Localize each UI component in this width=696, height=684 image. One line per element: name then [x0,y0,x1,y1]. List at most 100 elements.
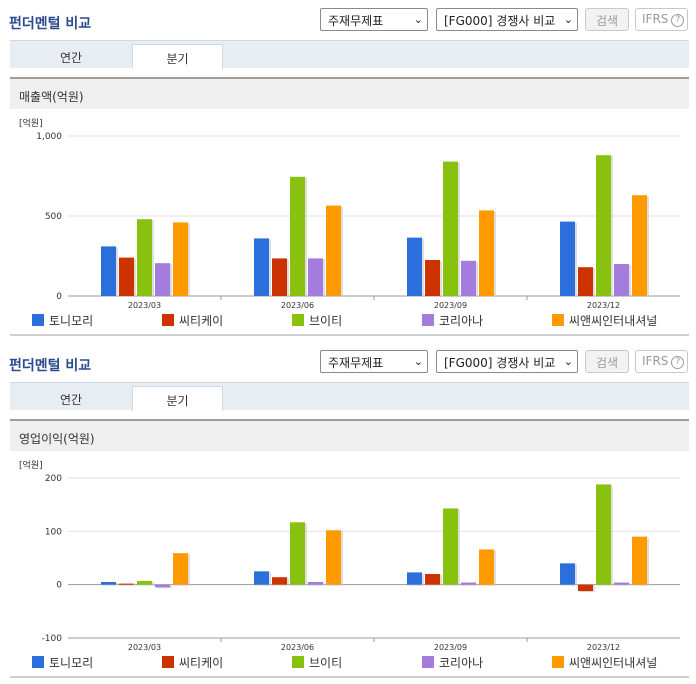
compare-select[interactable]: [FG000] 경쟁사 비교 ⌄ [436,8,578,31]
bar-shadow [121,584,136,586]
legend-label[interactable]: 토니모리 [49,656,93,670]
period-tabs: 연간 분기 [10,382,689,411]
operating-profit-chart: [억원] -100 0 100 200 2023/03 2023/06 2023/09 2023… [10,452,689,681]
search-button[interactable]: 검색 [585,8,629,31]
legend-label[interactable]: 코리아나 [439,314,483,328]
divider [10,676,689,678]
panel-title: 펀더멘털 비교 [9,16,92,32]
compare-select[interactable]: [FG000] 경쟁사 비교 ⌄ [436,350,578,373]
bar[interactable] [101,582,116,585]
bar[interactable] [407,572,422,585]
operating-profit-chart-svg: [억원] -100 0 100 200 2023/03 2023/06 2023/09 2023… [19,459,680,670]
period-tabs: 연간 분기 [10,40,689,69]
bar[interactable] [254,238,269,296]
bar[interactable] [443,508,458,585]
panel-title: 펀더멘털 비교 [9,358,92,374]
x-tick-label: 2023/12 [587,643,620,652]
legend-label[interactable]: 브이티 [309,656,342,670]
help-icon[interactable]: ? [671,14,685,27]
bar[interactable] [578,267,593,296]
legend-label[interactable]: 토니모리 [49,314,93,328]
bar[interactable] [632,536,647,585]
legend-label[interactable]: 브이티 [309,314,342,328]
bar[interactable] [308,582,323,585]
bar[interactable] [137,219,152,296]
y-tick-label: 200 [45,474,62,484]
legend-swatch [292,314,304,326]
bar[interactable] [173,553,188,585]
y-tick-label: -100 [42,634,63,644]
x-tick-label: 2023/06 [281,643,314,652]
bar[interactable] [308,258,323,296]
statement-select[interactable]: 주재무제표 ⌄ [320,8,428,31]
bar[interactable] [326,205,341,296]
panel-toolbar: 펀더멘털 비교 주재무제표 ⌄ [FG000] 경쟁사 비교 ⌄ 검색 IFRS… [0,342,696,382]
tab-annual[interactable]: 연간 [59,51,83,65]
bar[interactable] [560,221,575,296]
ifrs-button[interactable]: IFRS? [635,8,688,31]
search-button[interactable]: 검색 [585,350,629,373]
legend-swatch [422,314,434,326]
legend-swatch [552,656,564,668]
bar[interactable] [101,246,116,296]
legend-swatch [552,314,564,326]
chevron-down-icon: ⌄ [413,13,423,26]
bar[interactable] [578,584,593,592]
bar[interactable] [596,155,611,296]
bar[interactable] [479,210,494,296]
bar[interactable] [137,580,152,585]
ifrs-label: IFRS [642,12,669,26]
y-tick-label: 0 [56,292,62,302]
bar[interactable] [461,260,476,296]
bar[interactable] [272,258,287,296]
bar[interactable] [632,195,647,296]
x-tick-label: 2023/03 [128,301,161,310]
bar[interactable] [155,263,170,296]
legend-label[interactable]: 씨티케이 [179,314,223,328]
statement-select-value: 주재무제표 [328,14,384,28]
legend-label[interactable]: 씨앤씨인터내셔널 [569,656,657,670]
unit-label: [억원] [19,459,43,471]
tab-annual[interactable]: 연간 [59,393,83,407]
bar[interactable] [119,257,134,296]
bar[interactable] [290,176,305,296]
statement-select[interactable]: 주재무제표 ⌄ [320,350,428,373]
y-tick-label: 1,000 [36,132,62,142]
help-icon[interactable]: ? [671,356,685,369]
x-tick-label: 2023/09 [434,643,467,652]
y-tick-label: 0 [56,581,62,591]
tab-quarter[interactable]: 분기 [132,44,223,69]
y-tick-label: 100 [45,527,62,537]
legend-label[interactable]: 씨앤씨인터내셔널 [569,314,657,328]
statement-select-value: 주재무제표 [328,356,384,370]
bar[interactable] [272,577,287,585]
bar[interactable] [155,584,170,588]
fundamental-panel-operating-profit: 펀더멘털 비교 주재무제표 ⌄ [FG000] 경쟁사 비교 ⌄ 검색 IFRS… [0,342,696,678]
tab-quarter[interactable]: 분기 [132,386,223,411]
legend-label[interactable]: 씨티케이 [179,656,223,670]
bar[interactable] [443,161,458,296]
bar[interactable] [407,237,422,296]
bar[interactable] [425,260,440,296]
bar[interactable] [290,522,305,585]
legend-label[interactable]: 코리아나 [439,656,483,670]
bar[interactable] [326,530,341,585]
bar[interactable] [173,222,188,296]
bar[interactable] [479,549,494,585]
bar[interactable] [560,563,575,585]
x-tick-label: 2023/03 [128,643,161,652]
compare-select-value: [FG000] 경쟁사 비교 [444,356,556,370]
section-title: 매출액(억원) [10,77,689,109]
bar[interactable] [614,264,629,296]
ifrs-label: IFRS [642,354,669,368]
section-title: 영업이익(억원) [10,419,689,451]
ifrs-button[interactable]: IFRS? [635,350,688,373]
legend-swatch [292,656,304,668]
bar[interactable] [596,484,611,585]
bar[interactable] [425,574,440,585]
bar[interactable] [614,582,629,585]
bar[interactable] [119,583,134,585]
bar[interactable] [254,571,269,585]
bar[interactable] [461,582,476,585]
revenue-chart: [억원] 0 500 1,000 2023/03 2023/06 2023/09 2023/1… [10,110,689,339]
